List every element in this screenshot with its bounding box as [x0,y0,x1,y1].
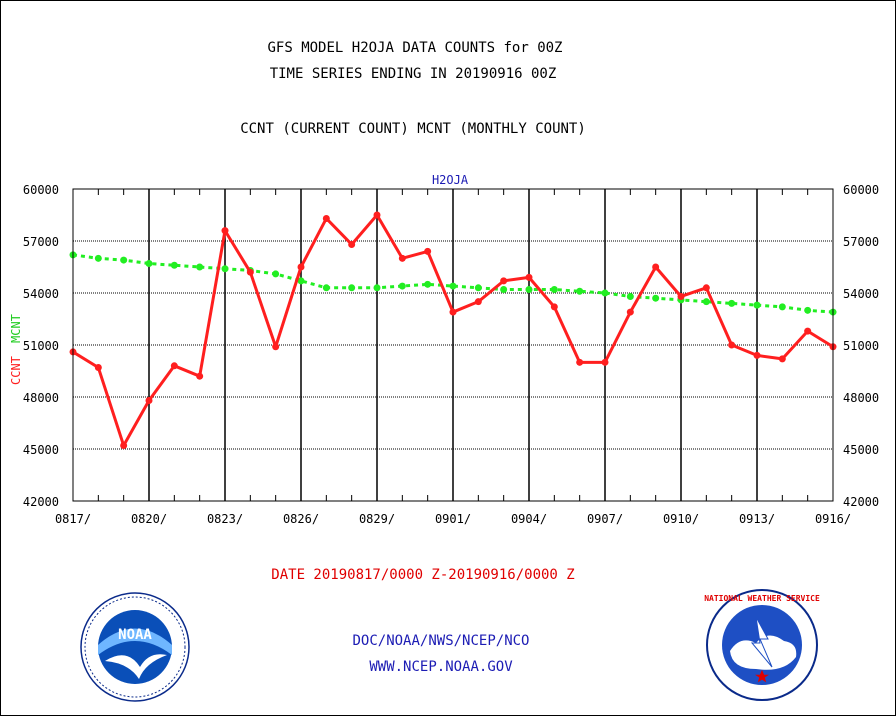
point-ccnt [626,308,634,316]
y-tick-label-right: 60000 [843,183,879,197]
point-ccnt [449,308,457,316]
point-mcnt [348,284,356,292]
point-ccnt [246,268,254,276]
x-tick-label: 0817/ [55,512,91,526]
x-tick-label: 0907/ [587,512,623,526]
point-ccnt [398,254,406,262]
org-text: DOC/NOAA/NWS/NCEP/NCO [352,633,529,649]
point-ccnt [373,211,381,219]
point-ccnt [601,358,609,366]
point-mcnt [474,284,482,292]
point-mcnt [626,292,634,300]
y-tick-label-right: 51000 [843,339,879,353]
point-ccnt [728,341,736,349]
y-tick-label-right: 45000 [843,443,879,457]
point-ccnt [778,355,786,363]
axis-tick-labels: 42000 42000 45000 45000 48000 48000 51000 51000… [23,183,879,526]
date-range: DATE 20190817/0000 Z-20190916/0000 Z [271,567,574,583]
point-mcnt [550,286,558,294]
title-line-3: CCNT (CURRENT COUNT) MCNT (MONTHLY COUNT… [240,121,586,137]
point-mcnt [601,289,609,297]
point-mcnt [272,270,280,278]
y-tick-label-right: 48000 [843,391,879,405]
x-tick-label: 0916/ [815,512,851,526]
point-ccnt [297,263,305,271]
point-ccnt [221,227,229,235]
point-mcnt [398,282,406,290]
point-ccnt [120,442,128,450]
point-ccnt [145,396,153,404]
plot-border [72,188,834,502]
point-mcnt [120,256,128,264]
point-mcnt [525,286,533,294]
x-tick-label: 0901/ [435,512,471,526]
point-mcnt [576,287,584,295]
point-ccnt [550,303,558,311]
grid [72,189,834,501]
y-tick-label-left: 57000 [23,235,59,249]
point-mcnt [778,303,786,311]
point-mcnt [170,261,178,269]
point-mcnt [221,265,229,273]
nws-logo-icon: NATIONAL WEATHER SERVICE [704,589,820,701]
panel-title: H2OJA [432,173,469,187]
y-axis-label-ccnt: CCNT [9,356,23,385]
x-tick-label: 0826/ [283,512,319,526]
y-tick-label-left: 60000 [23,183,59,197]
title-line-1: GFS MODEL H2OJA DATA COUNTS for 00Z [267,40,562,56]
point-ccnt [500,277,508,285]
point-ccnt [677,292,685,300]
y-tick-label-right: 57000 [843,235,879,249]
point-mcnt [297,277,305,285]
point-mcnt [424,280,432,288]
x-tick-label: 0904/ [511,512,547,526]
y-tick-label-left: 51000 [23,339,59,353]
point-mcnt [322,284,330,292]
point-mcnt [500,286,508,294]
point-mcnt [449,282,457,290]
x-tick-label: 0823/ [207,512,243,526]
y-tick-label-left: 48000 [23,391,59,405]
point-mcnt [652,294,660,302]
point-mcnt [753,301,761,309]
point-ccnt [272,343,280,351]
point-ccnt [424,247,432,255]
point-ccnt [702,284,710,292]
point-mcnt [373,284,381,292]
point-ccnt [804,327,812,335]
point-ccnt [474,298,482,306]
nws-logo-text: NATIONAL WEATHER SERVICE [704,594,820,603]
point-ccnt [652,263,660,271]
point-mcnt [702,298,710,306]
y-tick-label-left: 45000 [23,443,59,457]
series-layer [69,211,837,450]
point-ccnt [170,362,178,370]
x-tick-label: 0820/ [131,512,167,526]
y-tick-label-right: 54000 [843,287,879,301]
point-mcnt [728,299,736,307]
point-mcnt [145,260,153,268]
point-mcnt [804,306,812,314]
x-tick-label: 0829/ [359,512,395,526]
noaa-logo-icon: NOAA [80,592,190,702]
point-ccnt [348,240,356,248]
point-ccnt [94,364,102,372]
y-tick-label-left: 54000 [23,287,59,301]
point-ccnt [322,214,330,222]
point-ccnt [525,273,533,281]
point-ccnt [196,372,204,380]
point-mcnt [94,254,102,262]
x-tick-label: 0910/ [663,512,699,526]
noaa-logo-text: NOAA [118,627,152,643]
x-tick-label: 0913/ [739,512,775,526]
y-tick-label-right: 42000 [843,495,879,509]
point-ccnt [753,351,761,359]
y-tick-label-left: 42000 [23,495,59,509]
point-ccnt [576,358,584,366]
point-mcnt [196,263,204,271]
url-text: WWW.NCEP.NOAA.GOV [369,659,513,675]
y-axis-label-mcnt: MCNT [9,314,23,343]
title-line-2: TIME SERIES ENDING IN 20190916 00Z [270,66,557,82]
